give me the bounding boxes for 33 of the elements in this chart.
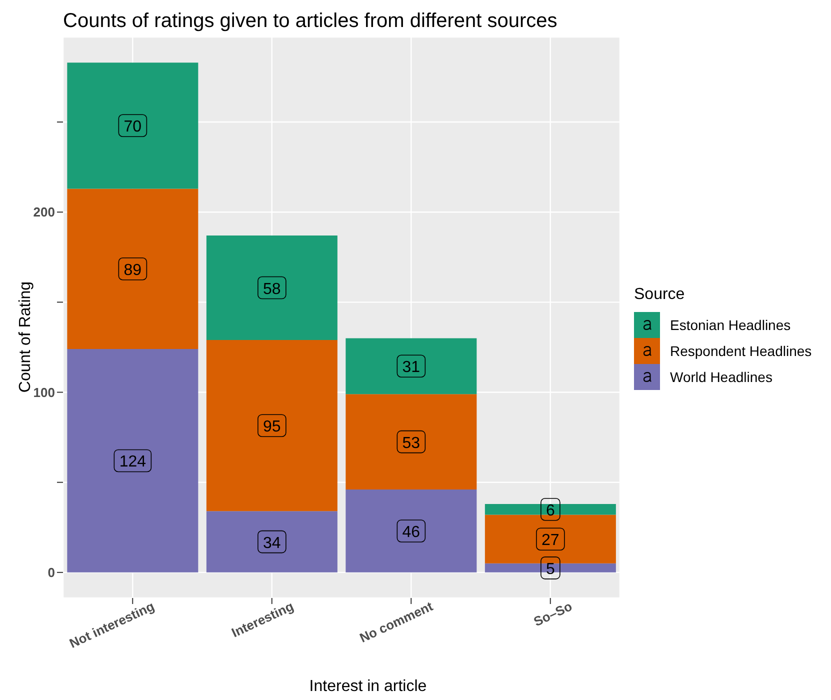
x-axis-title: Interest in article (308, 678, 428, 696)
data-label: 70 (124, 118, 142, 136)
chart-title: Counts of ratings given to articles from different sources (63, 10, 558, 33)
legend-title: Source (634, 286, 686, 304)
bar (67, 349, 198, 572)
y-axis-title: Count of Rating (17, 280, 34, 395)
legend-label: Estonian Headlines (670, 317, 791, 333)
data-label: 124 (119, 454, 146, 471)
data-label: 53 (402, 434, 420, 452)
data-label: 89 (124, 262, 142, 279)
bar (346, 490, 477, 572)
bar (346, 394, 477, 490)
bar (206, 236, 338, 340)
data-label: 31 (402, 359, 420, 376)
x-tick-label: So–So (531, 598, 574, 630)
bar (484, 514, 616, 564)
legend-label: World Headlines (670, 369, 772, 385)
bar (206, 340, 338, 512)
bar (346, 338, 477, 394)
bar (67, 62, 198, 189)
data-label: 27 (542, 532, 560, 550)
bar (206, 511, 338, 572)
data-label: 46 (402, 524, 420, 541)
y-tick-label: 200 (33, 204, 55, 220)
y-tick-label: 100 (33, 384, 55, 400)
bar (67, 188, 198, 350)
legend-label: Respondent Headlines (670, 343, 812, 359)
bar (484, 504, 616, 515)
data-label: 95 (263, 418, 281, 436)
y-tick-label: 0 (48, 565, 55, 580)
bar (484, 563, 616, 572)
data-label: 58 (263, 280, 281, 298)
data-label: 34 (263, 534, 281, 552)
